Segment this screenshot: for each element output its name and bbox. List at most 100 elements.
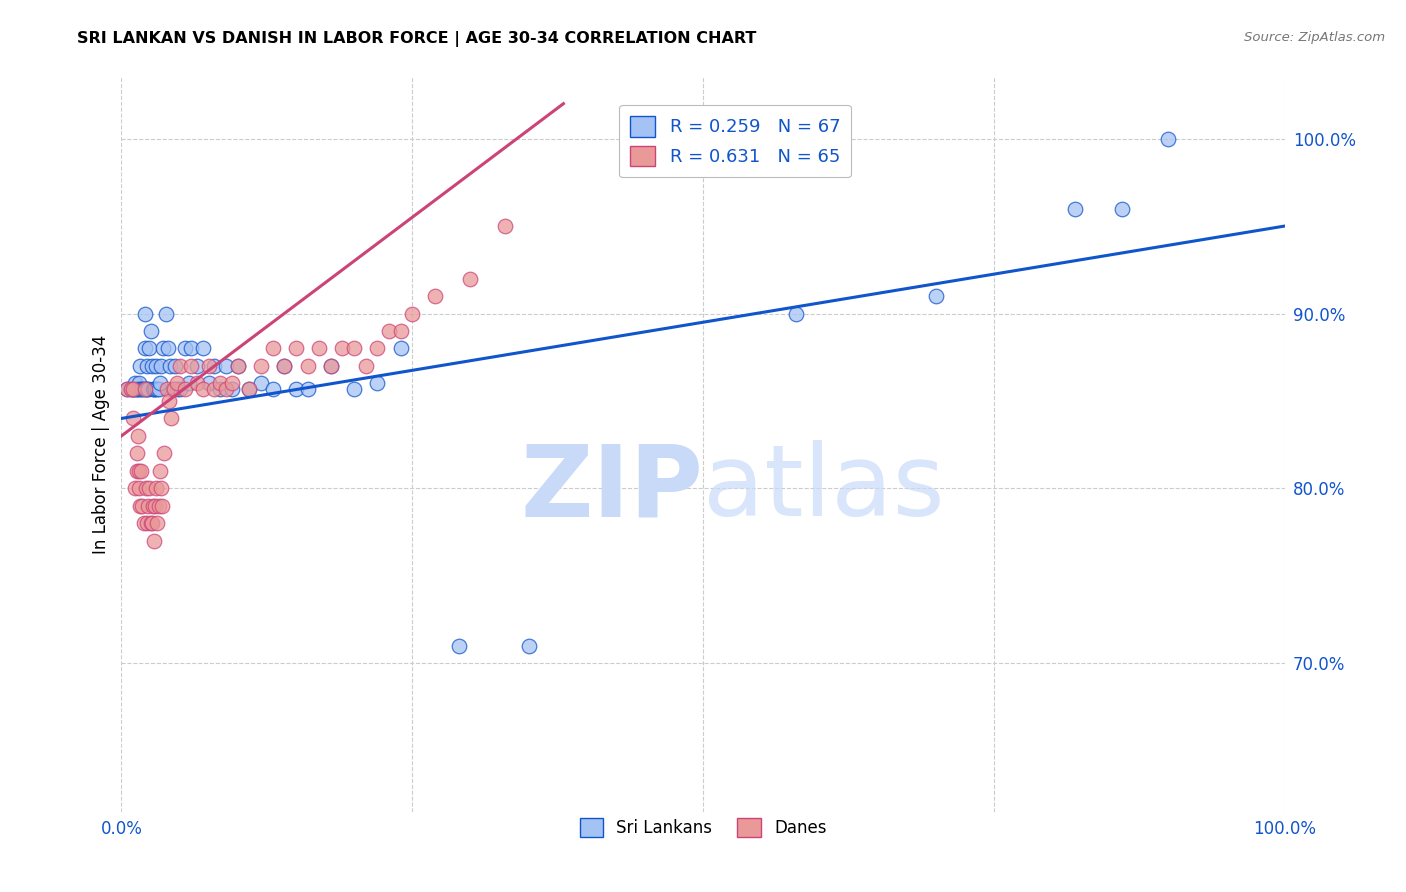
Point — [134, 342, 156, 356]
Point — [141, 516, 163, 531]
Point — [425, 289, 447, 303]
Point — [149, 464, 172, 478]
Point — [143, 382, 166, 396]
Point — [226, 359, 249, 373]
Point — [136, 382, 159, 396]
Point — [319, 359, 342, 373]
Point — [146, 516, 169, 531]
Point — [129, 359, 152, 373]
Point — [284, 342, 307, 356]
Point — [129, 499, 152, 513]
Point — [250, 359, 273, 373]
Point — [389, 324, 412, 338]
Point — [924, 289, 946, 303]
Point — [139, 324, 162, 338]
Point — [180, 359, 202, 373]
Point — [132, 516, 155, 531]
Point — [160, 411, 183, 425]
Point — [128, 482, 150, 496]
Point — [238, 382, 260, 396]
Point — [122, 382, 145, 396]
Text: SRI LANKAN VS DANISH IN LABOR FORCE | AGE 30-34 CORRELATION CHART: SRI LANKAN VS DANISH IN LABOR FORCE | AG… — [77, 31, 756, 47]
Point — [1157, 131, 1180, 145]
Point — [143, 382, 166, 396]
Text: ZIP: ZIP — [520, 441, 703, 537]
Point — [120, 382, 142, 396]
Point — [191, 342, 214, 356]
Point — [785, 306, 807, 320]
Point — [163, 359, 186, 373]
Point — [354, 359, 377, 373]
Point — [125, 382, 148, 396]
Point — [262, 342, 284, 356]
Point — [122, 382, 145, 396]
Point — [332, 342, 354, 356]
Point — [401, 306, 423, 320]
Point — [460, 271, 482, 285]
Point — [273, 359, 295, 373]
Point — [145, 359, 167, 373]
Point — [1111, 202, 1133, 216]
Point — [191, 382, 214, 396]
Point — [204, 382, 226, 396]
Legend: Sri Lankans, Danes: Sri Lankans, Danes — [572, 812, 834, 844]
Point — [128, 464, 150, 478]
Point — [186, 359, 208, 373]
Point — [135, 382, 157, 396]
Point — [142, 499, 165, 513]
Point — [166, 376, 188, 391]
Point — [131, 499, 153, 513]
Point — [136, 382, 159, 396]
Point — [149, 359, 172, 373]
Point — [129, 464, 152, 478]
Point — [122, 411, 145, 425]
Point — [157, 393, 180, 408]
Point — [141, 359, 163, 373]
Point — [447, 639, 470, 653]
Point — [149, 482, 172, 496]
Point — [169, 382, 191, 396]
Point — [125, 382, 148, 396]
Point — [284, 382, 307, 396]
Point — [180, 342, 202, 356]
Point — [131, 382, 153, 396]
Point — [215, 382, 238, 396]
Point — [221, 376, 243, 391]
Point — [148, 382, 170, 396]
Point — [124, 482, 146, 496]
Point — [139, 516, 162, 531]
Point — [159, 359, 181, 373]
Point — [163, 382, 186, 396]
Point — [146, 382, 169, 396]
Point — [174, 342, 197, 356]
Point — [135, 482, 157, 496]
Point — [197, 359, 219, 373]
Point — [136, 359, 159, 373]
Text: Source: ZipAtlas.com: Source: ZipAtlas.com — [1244, 31, 1385, 45]
Point — [138, 482, 160, 496]
Point — [166, 382, 188, 396]
Point — [155, 306, 177, 320]
Point — [149, 376, 172, 391]
Point — [186, 376, 208, 391]
Point — [209, 376, 232, 391]
Point — [143, 499, 166, 513]
Point — [134, 382, 156, 396]
Point — [145, 482, 167, 496]
Point — [204, 359, 226, 373]
Point — [124, 382, 146, 396]
Point — [250, 376, 273, 391]
Point — [153, 446, 176, 460]
Point — [174, 382, 197, 396]
Point — [494, 219, 516, 233]
Point — [378, 324, 401, 338]
Point — [128, 382, 150, 396]
Point — [389, 342, 412, 356]
Point — [366, 342, 388, 356]
Point — [120, 382, 142, 396]
Point — [122, 382, 145, 396]
Point — [127, 429, 149, 443]
Point — [156, 342, 179, 356]
Point — [197, 376, 219, 391]
Point — [156, 382, 179, 396]
